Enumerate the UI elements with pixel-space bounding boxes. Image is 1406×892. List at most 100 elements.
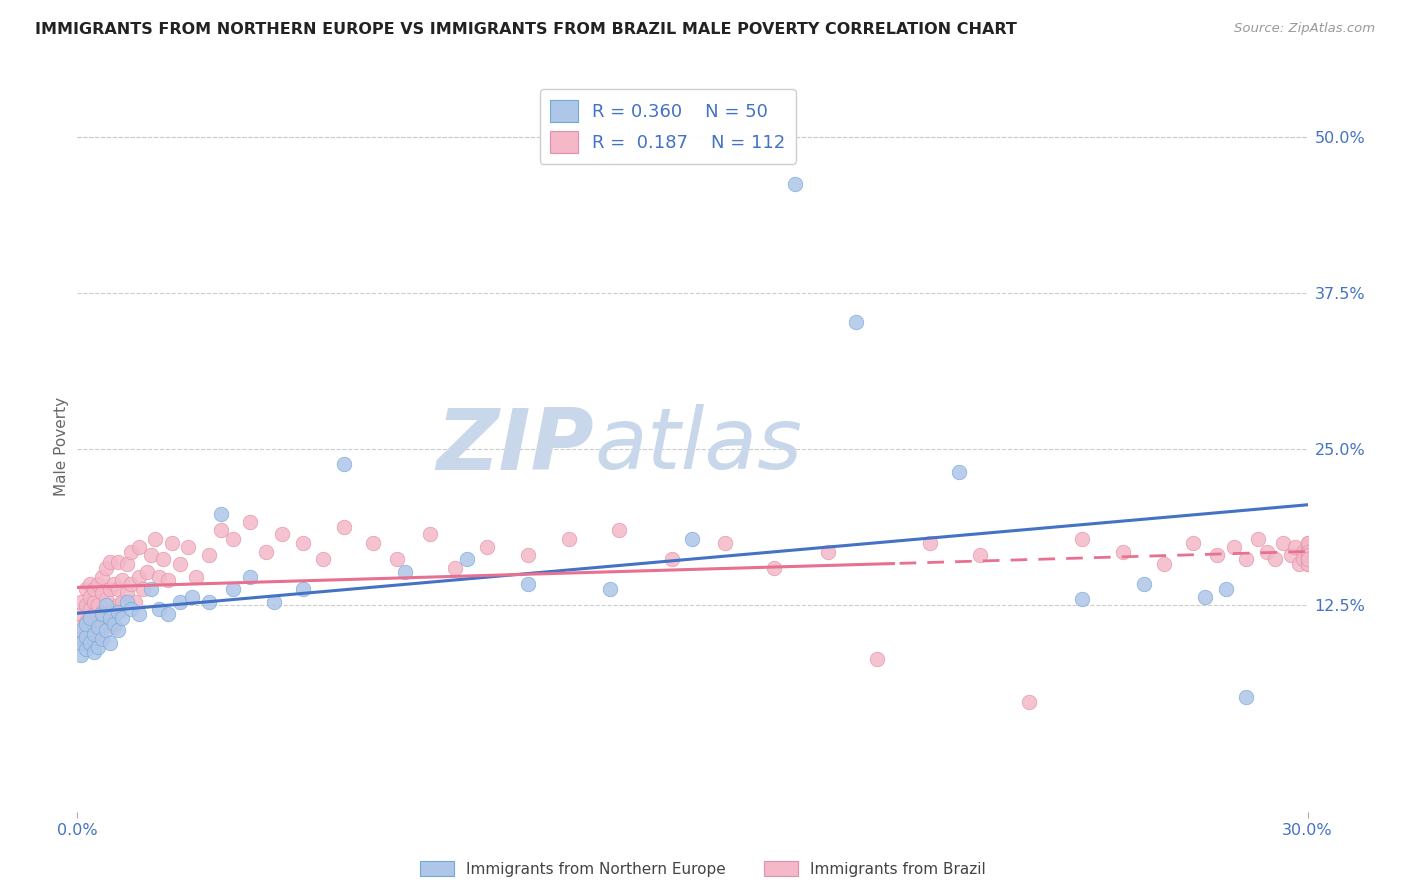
Point (98, 611, 121, 625)
Point (87, 615, 110, 629)
Point (107, 555, 129, 569)
Point (1071, 592, 1094, 607)
Point (169, 595, 191, 609)
Point (98, 582, 121, 596)
Point (90, 607, 114, 622)
Point (98, 607, 121, 622)
Point (517, 549, 540, 563)
Point (291, 536, 314, 550)
Point (90, 620, 114, 634)
Point (1284, 540, 1306, 554)
Point (1296, 549, 1319, 563)
Point (70, 636, 93, 650)
Point (107, 624, 129, 638)
Point (70, 648, 93, 663)
Text: ZIP: ZIP (436, 404, 595, 488)
Point (1215, 582, 1237, 596)
Point (70, 624, 93, 638)
Point (477, 540, 499, 554)
Point (969, 549, 991, 563)
Point (103, 620, 125, 634)
Point (682, 532, 704, 546)
Point (143, 532, 166, 546)
Point (79, 590, 101, 604)
Point (177, 540, 200, 554)
Point (385, 552, 409, 566)
Point (132, 582, 155, 596)
Point (291, 582, 314, 596)
Point (186, 569, 208, 583)
Point (456, 552, 478, 566)
Point (75, 636, 97, 650)
Legend: Immigrants from Northern Europe, Immigrants from Brazil: Immigrants from Northern Europe, Immigra… (413, 853, 993, 884)
Point (1296, 552, 1319, 566)
Point (254, 544, 277, 558)
Point (148, 569, 170, 583)
Point (75, 627, 97, 641)
Point (1296, 536, 1319, 550)
Point (1296, 557, 1319, 571)
Point (87, 577, 110, 591)
Point (90, 586, 114, 600)
Point (75, 599, 97, 613)
Point (1018, 695, 1040, 709)
Point (1194, 590, 1216, 604)
Point (1296, 544, 1319, 558)
Point (1296, 557, 1319, 571)
Point (333, 457, 356, 471)
Point (87, 640, 110, 654)
Point (156, 607, 179, 622)
Point (1296, 540, 1319, 554)
Point (1296, 552, 1319, 566)
Point (120, 544, 142, 558)
Point (87, 620, 110, 634)
Point (103, 617, 125, 632)
Point (79, 611, 101, 625)
Point (103, 602, 125, 616)
Point (115, 595, 138, 609)
Point (128, 607, 150, 622)
Point (75, 630, 97, 644)
Point (866, 652, 889, 666)
Point (83, 607, 105, 622)
Point (70, 632, 93, 647)
Point (141, 582, 163, 596)
Point (1071, 532, 1094, 546)
Point (1296, 549, 1319, 563)
Point (70, 607, 93, 622)
Point (79, 620, 101, 634)
Point (83, 645, 105, 659)
Point (75, 642, 97, 657)
Point (90, 569, 114, 583)
Point (111, 595, 134, 609)
Point (152, 552, 174, 566)
Point (1272, 536, 1295, 550)
Text: IMMIGRANTS FROM NORTHERN EUROPE VS IMMIGRANTS FROM BRAZIL MALE POVERTY CORRELATI: IMMIGRANTS FROM NORTHERN EUROPE VS IMMIG… (35, 22, 1017, 37)
Point (222, 532, 245, 546)
Point (607, 524, 630, 538)
Legend: R = 0.360    N = 50, R =  0.187    N = 112: R = 0.360 N = 50, R = 0.187 N = 112 (540, 89, 796, 164)
Point (845, 315, 868, 329)
Point (661, 552, 683, 566)
Point (361, 536, 384, 550)
Point (141, 549, 163, 563)
Point (94, 561, 117, 575)
Point (1296, 552, 1319, 566)
Point (75, 615, 97, 629)
Point (1292, 552, 1315, 566)
Point (79, 636, 101, 650)
Point (197, 595, 219, 609)
Point (558, 532, 581, 546)
Point (1132, 577, 1154, 591)
Point (239, 569, 262, 583)
Point (90, 632, 114, 647)
Point (1234, 690, 1257, 704)
Point (107, 605, 129, 619)
Point (517, 577, 540, 591)
Text: atlas: atlas (595, 404, 801, 488)
Text: Source: ZipAtlas.com: Source: ZipAtlas.com (1234, 22, 1375, 36)
Point (83, 627, 105, 641)
Point (75, 617, 97, 632)
Point (70, 595, 93, 609)
Point (1223, 540, 1246, 554)
